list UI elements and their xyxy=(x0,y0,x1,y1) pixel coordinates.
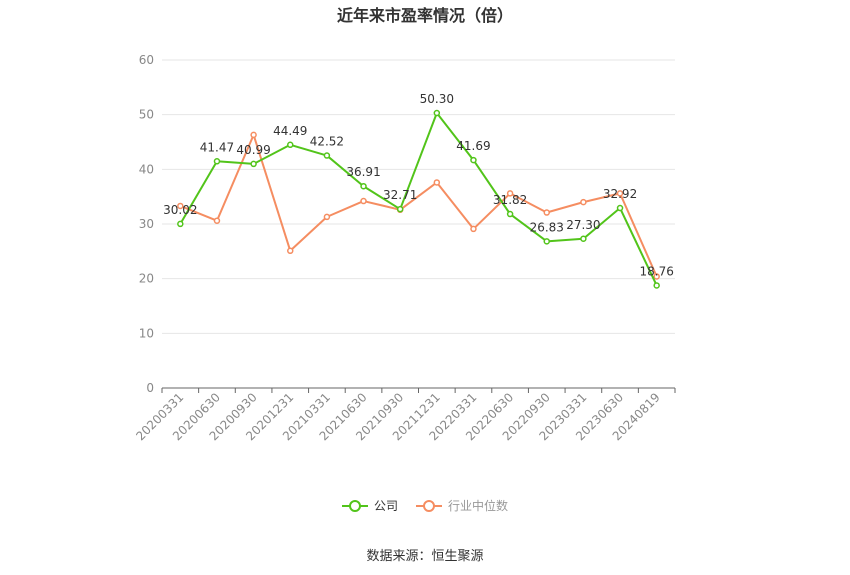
data-point[interactable] xyxy=(396,205,404,213)
data-label: 50.30 xyxy=(420,92,454,106)
data-point[interactable] xyxy=(177,220,184,228)
data-label: 32.92 xyxy=(603,187,637,201)
y-tick-label: 30 xyxy=(139,217,154,231)
data-label: 41.69 xyxy=(456,139,490,153)
data-source: 数据来源：恒生聚源 xyxy=(366,549,484,564)
legend-item-industry-median[interactable]: 行业中位数 xyxy=(416,497,508,514)
x-axis: 2020033120200630202009302020123120210331… xyxy=(133,387,676,443)
y-tick-label: 0 xyxy=(146,381,154,395)
series-line xyxy=(179,112,658,286)
data-point[interactable] xyxy=(360,182,367,190)
data-point[interactable] xyxy=(433,179,441,186)
data-point[interactable] xyxy=(653,282,660,289)
data-point[interactable] xyxy=(470,225,477,233)
data-point[interactable] xyxy=(213,158,221,165)
data-label: 32.71 xyxy=(383,188,417,202)
data-label: 27.30 xyxy=(566,218,600,232)
data-label: 44.49 xyxy=(273,124,307,138)
data-point[interactable] xyxy=(653,273,660,280)
data-point[interactable] xyxy=(250,131,257,139)
legend: 公司 行业中位数 xyxy=(0,497,850,514)
data-point[interactable] xyxy=(287,247,294,255)
data-point[interactable] xyxy=(323,213,331,221)
legend-item-company[interactable]: 公司 xyxy=(341,497,398,514)
data-point[interactable] xyxy=(287,141,294,149)
grid-lines xyxy=(162,59,675,334)
y-tick-label: 50 xyxy=(139,108,154,122)
data-label: 41.47 xyxy=(200,140,234,154)
y-tick-label: 10 xyxy=(139,326,154,340)
y-axis-ticks: 0 10 20 30 40 50 60 xyxy=(139,53,154,395)
data-label: 42.52 xyxy=(310,135,344,149)
legend-label-industry-median: 行业中位数 xyxy=(448,499,509,513)
data-point[interactable] xyxy=(580,235,587,243)
data-point[interactable] xyxy=(506,210,514,218)
y-tick-label: 60 xyxy=(139,53,154,67)
data-point[interactable] xyxy=(250,160,257,168)
data-point[interactable] xyxy=(616,190,624,197)
data-point[interactable] xyxy=(213,217,221,224)
data-point[interactable] xyxy=(177,202,184,210)
legend-marker-industry-median xyxy=(416,499,442,512)
y-tick-label: 20 xyxy=(139,272,154,286)
data-label: 31.82 xyxy=(493,193,527,207)
legend-label-company: 公司 xyxy=(373,499,398,513)
y-tick-label: 40 xyxy=(139,162,154,176)
data-point[interactable] xyxy=(506,190,514,197)
series-line xyxy=(179,133,658,277)
data-point[interactable] xyxy=(616,204,624,212)
data-label: 18.76 xyxy=(639,264,673,278)
legend-marker-company xyxy=(341,499,368,512)
data-label: 40.99 xyxy=(236,143,270,157)
data-point[interactable] xyxy=(470,156,477,164)
data-label: 26.83 xyxy=(530,220,564,234)
data-label: 36.91 xyxy=(346,165,380,179)
series-layer xyxy=(177,109,660,289)
data-point[interactable] xyxy=(323,152,331,159)
data-point[interactable] xyxy=(433,109,441,117)
data-point[interactable] xyxy=(543,238,550,245)
data-point[interactable] xyxy=(360,197,367,205)
data-point[interactable] xyxy=(543,209,550,216)
chart-title: 近年来市盈率情况（倍） xyxy=(336,6,513,25)
data-point[interactable] xyxy=(580,198,587,206)
data-label: 30.02 xyxy=(163,203,197,217)
